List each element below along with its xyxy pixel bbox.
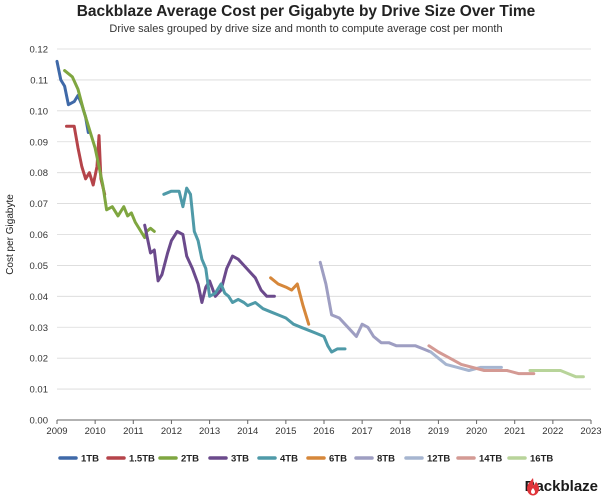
series-line-2tb <box>63 69 156 240</box>
series-line-12tb <box>429 350 503 372</box>
y-tick-label: 0.05 <box>30 261 49 272</box>
series-line-3tb <box>143 223 276 304</box>
y-tick-label: 0.04 <box>30 292 49 303</box>
y-tick-label: 0.06 <box>30 230 49 241</box>
x-tick-label: 2018 <box>390 426 411 437</box>
flame-icon <box>526 478 539 496</box>
y-tick-label: 0.01 <box>30 385 49 396</box>
x-tick-label: 2012 <box>161 426 182 437</box>
x-tick-label: 2009 <box>46 426 67 437</box>
series-line-16tb <box>528 369 585 379</box>
x-tick-label: 2014 <box>237 426 258 437</box>
x-tick-label: 2010 <box>85 426 106 437</box>
legend-label: 1.5TB <box>129 454 155 465</box>
x-tick-label: 2020 <box>466 426 487 437</box>
y-tick-label: 0.08 <box>30 168 49 179</box>
brand-logo: Backblaze <box>524 478 598 496</box>
chart-title: Backblaze Average Cost per Gigabyte by D… <box>76 3 536 20</box>
legend-label: 4TB <box>280 454 298 465</box>
y-tick-label: 0.03 <box>30 323 49 334</box>
y-tick-label: 0.02 <box>30 354 49 365</box>
chart-subtitle: Drive sales grouped by drive size and mo… <box>109 23 503 35</box>
series-line-14tb <box>427 344 536 376</box>
series-line-8tb <box>318 260 433 354</box>
legend-label: 1TB <box>81 454 99 465</box>
legend-label: 12TB <box>427 454 450 465</box>
x-tick-label: 2021 <box>504 426 525 437</box>
y-tick-label: 0.12 <box>30 45 49 56</box>
legend-label: 8TB <box>377 454 395 465</box>
brand-name: Backblaze <box>524 478 598 495</box>
y-tick-label: 0.10 <box>30 106 49 117</box>
legend-label: 2TB <box>181 454 199 465</box>
series-line-1tb <box>55 59 90 134</box>
series-line-1-5tb <box>65 124 107 196</box>
legend-label: 16TB <box>530 454 553 465</box>
x-tick-label: 2013 <box>199 426 220 437</box>
series-line-4tb <box>162 186 347 354</box>
x-tick-label: 2017 <box>352 426 373 437</box>
y-tick-label: 0.11 <box>30 75 48 86</box>
x-tick-label: 2019 <box>428 426 449 437</box>
x-tick-label: 2022 <box>542 426 563 437</box>
x-tick-label: 2023 <box>580 426 601 437</box>
x-tick-label: 2011 <box>123 426 143 437</box>
y-tick-label: 0.09 <box>30 137 49 148</box>
legend-label: 3TB <box>231 454 249 465</box>
legend-label: 6TB <box>329 454 347 465</box>
x-tick-label: 2016 <box>313 426 334 437</box>
y-tick-label: 0.00 <box>30 416 49 427</box>
y-tick-label: 0.07 <box>30 199 49 210</box>
x-tick-label: 2015 <box>275 426 296 437</box>
legend-label: 14TB <box>479 454 502 465</box>
series-line-6tb <box>269 276 311 326</box>
y-axis-label: Cost per Gigabyte <box>5 194 16 275</box>
